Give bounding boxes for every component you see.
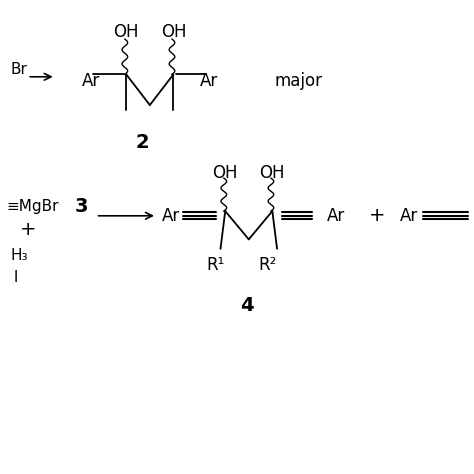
Text: 4: 4	[240, 296, 253, 315]
Text: OH: OH	[113, 23, 139, 41]
Text: ≡MgBr: ≡MgBr	[6, 199, 59, 214]
Text: +: +	[369, 206, 385, 225]
Text: OH: OH	[161, 23, 186, 41]
Text: OH: OH	[212, 164, 238, 182]
Text: Ar: Ar	[400, 207, 418, 225]
Text: major: major	[275, 73, 323, 91]
Text: R²: R²	[258, 256, 277, 274]
Text: Ar: Ar	[82, 73, 100, 91]
Text: +: +	[20, 220, 37, 239]
Text: Br: Br	[11, 62, 27, 77]
Text: OH: OH	[260, 164, 285, 182]
Text: 3: 3	[74, 197, 88, 216]
Text: l: l	[13, 270, 18, 284]
Text: Ar: Ar	[162, 207, 180, 225]
Text: R¹: R¹	[207, 256, 225, 274]
Text: 2: 2	[136, 133, 150, 152]
Text: Ar: Ar	[327, 207, 345, 225]
Text: H₃: H₃	[11, 248, 28, 264]
Text: Ar: Ar	[200, 73, 218, 91]
